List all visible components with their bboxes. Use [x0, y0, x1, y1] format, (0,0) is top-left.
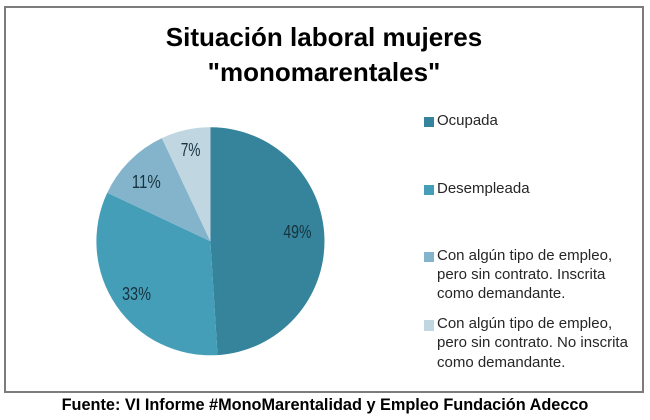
- svg-text:49%: 49%: [283, 222, 311, 242]
- svg-text:33%: 33%: [122, 284, 151, 304]
- svg-text:11%: 11%: [132, 172, 161, 192]
- svg-text:7%: 7%: [181, 140, 201, 160]
